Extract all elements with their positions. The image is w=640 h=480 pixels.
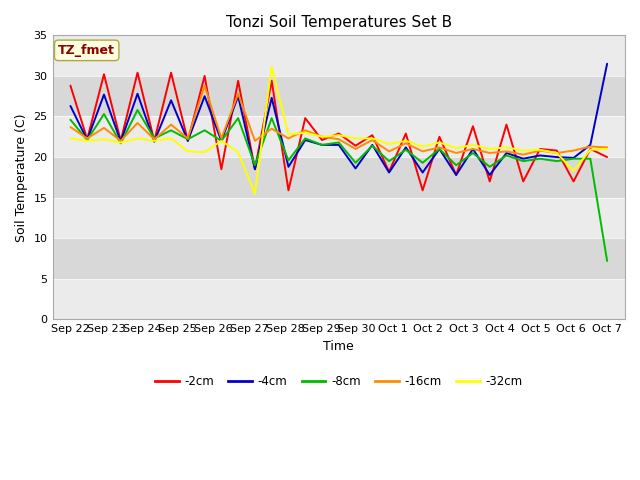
- Title: Tonzi Soil Temperatures Set B: Tonzi Soil Temperatures Set B: [226, 15, 452, 30]
- Legend: -2cm, -4cm, -8cm, -16cm, -32cm: -2cm, -4cm, -8cm, -16cm, -32cm: [150, 371, 527, 393]
- X-axis label: Time: Time: [323, 340, 354, 353]
- Text: TZ_fmet: TZ_fmet: [58, 44, 115, 57]
- Y-axis label: Soil Temperature (C): Soil Temperature (C): [15, 113, 28, 241]
- Bar: [52, 279, 625, 319]
- Bar: [52, 76, 625, 117]
- Bar: [52, 36, 625, 76]
- Bar: [52, 238, 625, 279]
- Bar: [52, 157, 625, 198]
- Bar: [52, 117, 625, 157]
- Bar: [52, 198, 625, 238]
